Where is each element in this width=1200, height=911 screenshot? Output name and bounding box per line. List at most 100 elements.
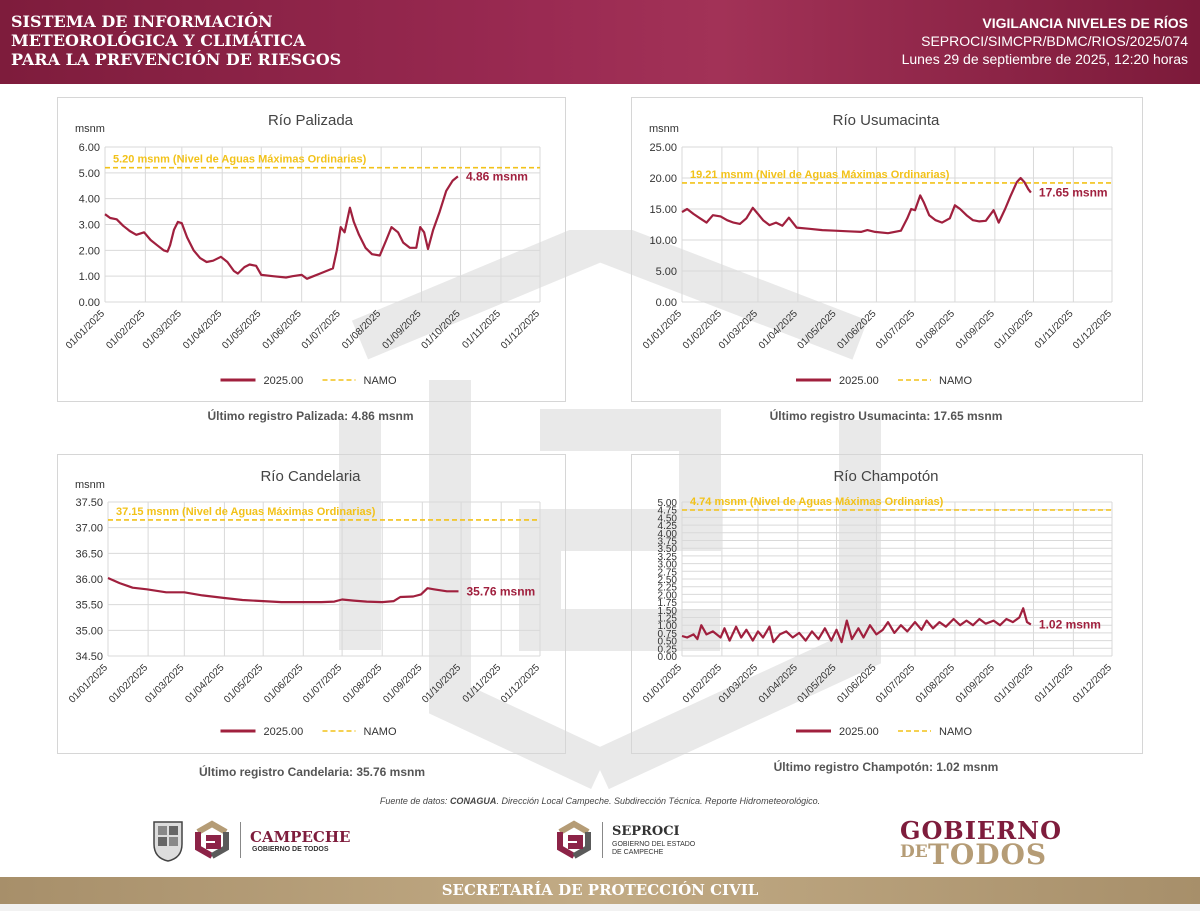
x-tick-label: 01/03/2025	[717, 662, 760, 705]
y-tick-label: 4.00	[79, 194, 100, 206]
y-tick-label: 4.00	[658, 529, 678, 540]
legend-series-label: 2025.00	[839, 726, 879, 738]
y-tick-label: 5.00	[658, 498, 678, 509]
source-prefix: Fuente de datos:	[379, 796, 450, 806]
y-tick-label: 4.75	[658, 506, 678, 517]
y-tick-label: 36.50	[75, 548, 103, 560]
y-tick-label: 1.75	[658, 598, 678, 609]
x-tick-label: 01/07/2025	[300, 308, 343, 351]
caption-usumacinta: Último registro Usumacinta: 17.65 msnm	[769, 409, 1003, 423]
y-tick-label: 2.50	[658, 575, 678, 586]
coat-of-arms-icon	[153, 821, 183, 862]
x-tick-label: 01/10/2025	[420, 662, 463, 705]
series-line	[681, 607, 1032, 644]
report-date: Lunes 29 de septiembre de 2025, 12:20 ho…	[901, 51, 1188, 67]
namo-label: 37.15 msnm (Nivel de Aguas Máximas Ordin…	[116, 506, 376, 518]
chart-champoton: Río Champotón 0.000.250.500.751.001.251.5…	[641, 468, 1114, 738]
x-tick-label: 01/06/2025	[835, 308, 878, 351]
x-tick-label: 01/08/2025	[914, 662, 957, 705]
y-tick-label: 25.00	[649, 142, 677, 154]
system-title-line-3: PARA LA PREVENCIÓN DE RIESGOS	[11, 50, 342, 69]
x-tick-label: 01/07/2025	[874, 662, 917, 705]
y-tick-label: 4.25	[658, 521, 678, 532]
footer-bar: SECRETARÍA DE PROTECCIÓN CIVIL	[0, 877, 1200, 904]
x-tick-label: 01/03/2025	[141, 308, 184, 351]
bottom-strip	[0, 904, 1200, 911]
x-tick-label: 01/01/2025	[641, 662, 684, 705]
y-axis-label: msnm	[649, 123, 679, 135]
x-tick-label: 01/11/2025	[1033, 308, 1076, 351]
last-value-label: 1.02 msnm	[1039, 618, 1101, 632]
y-tick-label: 0.00	[79, 297, 100, 309]
legend-namo-label: NAMO	[364, 726, 397, 738]
x-tick-label: 01/01/2025	[641, 308, 684, 351]
x-tick-label: 01/05/2025	[795, 308, 838, 351]
legend-namo-label: NAMO	[364, 375, 397, 387]
chart-palizada: Río Palizada msnm 0.00 1.00 2.00 3.00 4.00 5.00…	[64, 112, 542, 387]
header-banner: SISTEMA DE INFORMACIÓN METEOROLÓGICA Y C…	[0, 0, 1200, 84]
seproci-sub-2: DE CAMPECHE	[612, 849, 664, 856]
series-line	[681, 176, 1032, 235]
series-line	[104, 175, 459, 280]
y-tick-label: 37.00	[75, 523, 103, 535]
series-line	[107, 576, 459, 604]
gobierno-line-2a: DE	[900, 842, 928, 862]
source-rest: . Dirección Local Campeche. Subdirección…	[496, 796, 821, 806]
source-org: CONAGUA	[449, 796, 497, 806]
x-tick-label: 01/08/2025	[340, 308, 383, 351]
y-tick-label: 5.00	[79, 168, 100, 180]
y-axis-label: msnm	[75, 479, 105, 491]
x-tick-label: 01/09/2025	[380, 308, 423, 351]
x-tick-label: 01/06/2025	[835, 662, 878, 705]
x-tick-label: 01/05/2025	[222, 662, 265, 705]
x-tick-label: 01/05/2025	[795, 662, 838, 705]
logo-divider-2	[602, 822, 603, 858]
chart-title: Río Usumacinta	[833, 112, 940, 129]
y-tick-label: 5.00	[656, 266, 677, 278]
y-tick-label: 0.00	[658, 652, 678, 663]
x-tick-label: 01/04/2025	[183, 662, 226, 705]
y-tick-label: 1.25	[658, 614, 678, 625]
chart-title: Río Champotón	[833, 468, 938, 485]
y-tick-label: 0.75	[658, 629, 678, 640]
y-tick-label: 2.00	[79, 245, 100, 257]
chart-title: Río Candelaria	[260, 468, 361, 485]
y-tick-label: 35.50	[75, 600, 103, 612]
panel-candelaria	[57, 454, 566, 754]
chart-title: Río Palizada	[268, 112, 354, 129]
last-value-label: 17.65 msnm	[1039, 186, 1108, 200]
x-tick-label: 01/10/2025	[992, 308, 1035, 351]
y-tick-label: 3.75	[658, 537, 678, 548]
y-tick-label: 34.50	[75, 651, 103, 663]
y-tick-label: 2.00	[658, 590, 678, 601]
y-tick-label: 0.00	[656, 297, 677, 309]
namo-label: 19.21 msnm (Nivel de Aguas Máximas Ordin…	[690, 169, 950, 181]
logo-divider	[240, 822, 241, 858]
x-tick-label: 01/06/2025	[261, 308, 304, 351]
legend-series-label: 2025.00	[264, 375, 304, 387]
logos-row: CAMPECHE GOBIERNO DE TODOS SEPROCI GOBIE…	[0, 812, 1200, 874]
x-tick-label: 01/03/2025	[143, 662, 186, 705]
panel-champoton	[631, 454, 1143, 754]
namo-label: 5.20 msnm (Nivel de Aguas Máximas Ordina…	[113, 154, 367, 166]
x-tick-label: 01/12/2025	[1071, 662, 1114, 705]
y-tick-label: 0.25	[658, 644, 678, 655]
x-tick-label: 01/06/2025	[262, 662, 305, 705]
panel-usumacinta	[631, 97, 1143, 402]
x-tick-label: 01/08/2025	[341, 662, 384, 705]
namo-label: 4.74 msnm (Nivel de Aguas Máximas Ordina…	[690, 496, 944, 508]
y-tick-label: 35.00	[75, 625, 103, 637]
legend-series-label: 2025.00	[839, 375, 879, 387]
data-source: Fuente de datos: CONAGUA. Dirección Loca…	[0, 796, 1200, 806]
x-tick-label: 01/09/2025	[381, 662, 424, 705]
report-code: SEPROCI/SIMCPR/BDMC/RIOS/2025/074	[921, 33, 1188, 49]
report-title: VIGILANCIA NIVELES DE RÍOS	[982, 15, 1188, 31]
y-tick-label: 1.00	[79, 271, 100, 283]
y-tick-label: 2.25	[658, 583, 678, 594]
x-tick-label: 01/01/2025	[67, 662, 110, 705]
y-tick-label: 0.50	[658, 637, 678, 648]
report-info: VIGILANCIA NIVELES DE RÍOS SEPROCI/SIMCP…	[902, 14, 1188, 68]
x-tick-label: 01/01/2025	[64, 308, 107, 351]
x-tick-label: 01/09/2025	[954, 308, 997, 351]
